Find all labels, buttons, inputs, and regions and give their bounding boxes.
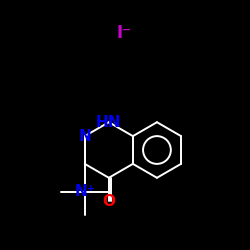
Text: N⁺: N⁺ [74,184,95,199]
Text: O: O [102,194,115,209]
Text: N: N [78,128,91,144]
Text: I⁻: I⁻ [116,24,131,42]
Text: HN: HN [96,115,122,130]
